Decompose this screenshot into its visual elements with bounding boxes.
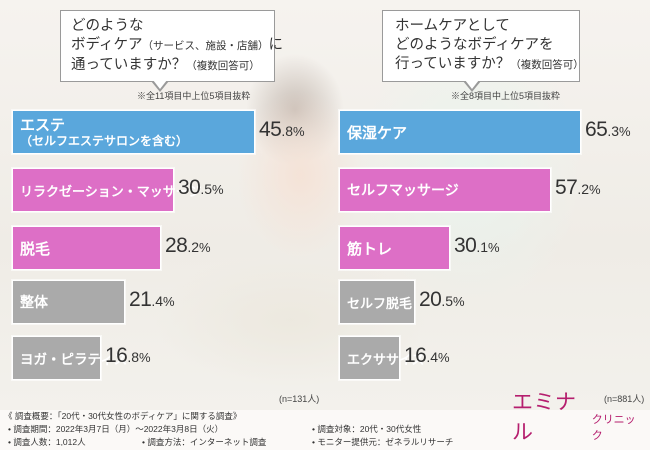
bar-value-part: %: [589, 182, 601, 197]
bar-value-part: 65: [585, 118, 608, 141]
bar-value-part: 28: [165, 234, 188, 257]
logo-main-text: エミナル: [512, 390, 577, 444]
bar: リラクゼーション・マッサージ 30.5%: [12, 168, 224, 212]
bar-value-part: %: [488, 240, 500, 255]
bar-label-line: エステ: [20, 115, 66, 134]
bar: セルフマッサージ 57.2%: [339, 168, 601, 212]
bar-value-part: %: [293, 124, 305, 139]
bar-fill: [12, 336, 101, 380]
bar-value-part: .4: [151, 293, 164, 309]
bar-fill: [339, 168, 551, 212]
bar-label: 整体: [20, 295, 48, 311]
bar: セルフ脱毛 20.5%: [339, 280, 465, 324]
bar-value-part: 45: [259, 118, 282, 141]
bar: ヨガ・ピラティス 16.8%: [12, 336, 151, 380]
bar: 整体 21.4%: [12, 280, 175, 324]
bar-value-part: .8: [127, 349, 140, 365]
survey-target: • 調査対象：20代・30代女性: [312, 424, 422, 434]
bar-fill: [339, 110, 581, 154]
bar-label-line: （セルフエステサロンを含む）: [20, 133, 189, 148]
bar-label: 保湿ケア: [347, 123, 408, 142]
bar-value-part: .3: [607, 123, 620, 139]
bar-value-part: 16: [404, 344, 427, 367]
bar-label: エステ （セルフエステサロンを含む）: [12, 115, 189, 148]
eminal-clinic-logo: エミナル クリニック: [512, 390, 642, 446]
bar: 脱毛 28.2%: [12, 226, 211, 270]
left-question-bubble: どのような ボディケア（サービス、施設・店舗）に 通っていますか？（複数回答可）: [60, 10, 283, 92]
left-question-line-1: どのような: [71, 18, 144, 34]
bar: 筋トレ 30.1%: [339, 226, 500, 270]
bar: エクササイズ 16.4%: [339, 336, 450, 380]
right-subnote: ※全8項目中上位5項目抜粋: [451, 91, 561, 101]
logo-sub-text: クリニック: [591, 413, 636, 442]
survey-count: • 調査人数：1,012人: [8, 437, 86, 447]
survey-method: • 調査方法：インターネット調査: [142, 437, 267, 447]
bar-value-part: .2: [577, 181, 590, 197]
bar-fill: [12, 168, 174, 212]
bar-value-part: .5: [441, 293, 454, 309]
bar-value-part: %: [619, 124, 631, 139]
bar-label: 脱毛: [20, 239, 51, 258]
bar-fill: [339, 336, 400, 380]
left-question-line-2: ボディケア（サービス、施設・店舗）に: [71, 37, 283, 53]
right-question-line-1: ホームケアとして: [395, 18, 510, 34]
bar-value-part: %: [139, 350, 151, 365]
bar: 保湿ケア 65.3%: [339, 110, 631, 154]
bar-value-part: 57: [555, 176, 578, 199]
bar-value-label: 57.2%: [555, 176, 601, 200]
survey-overview: 《 調査概要：「20代・30代女性のボディケア」に関する調査》 • 調査期間：2…: [0, 408, 650, 450]
bar-value-part: 16: [105, 344, 128, 367]
bar-label: セルフマッサージ: [347, 183, 459, 199]
bar-value-part: %: [163, 294, 175, 309]
bar: エステ （セルフエステサロンを含む） 45.8%: [12, 110, 305, 154]
bar-value-part: %: [199, 240, 211, 255]
bar-value-label: 21.4%: [129, 288, 175, 312]
bar-fill: [339, 280, 415, 324]
right-question-line-3: 行っていますか？（複数回答可）: [395, 56, 584, 72]
bar-fill: [12, 280, 125, 324]
bar-value-part: .4: [426, 349, 439, 365]
bar-value-label: 30.1%: [454, 234, 500, 258]
bar-label: ヨガ・ピラティス: [20, 352, 128, 368]
bar-value-label: 28.2%: [165, 234, 211, 258]
right-question-bubble: ホームケアとして どのようなボディケアを 行っていますか？（複数回答可）: [382, 10, 584, 92]
bar-value-label: 65.3%: [585, 118, 631, 142]
right-question-line-2: どのようなボディケアを: [395, 37, 554, 53]
bar-value-part: %: [453, 294, 465, 309]
bar-value-part: 30: [178, 176, 201, 199]
bar-value-label: 30.5%: [178, 176, 224, 200]
bar-value-part: %: [438, 350, 450, 365]
bar-value-label: 16.4%: [404, 344, 450, 368]
bar-fill: [339, 226, 450, 270]
bar-value-part: %: [212, 182, 224, 197]
bar-value-label: 16.8%: [105, 344, 151, 368]
survey-period: • 調査期間：2022年3月7日（月）～2022年3月8日（火）: [8, 424, 224, 434]
survey-overview-title: 《 調査概要：「20代・30代女性のボディケア」に関する調査》: [4, 411, 242, 421]
bar-value-label: 20.5%: [419, 288, 465, 312]
bar-value-part: .5: [200, 181, 213, 197]
bar-label: セルフ脱毛: [347, 296, 413, 312]
bar-value-part: .8: [281, 123, 294, 139]
bar-value-part: 30: [454, 234, 477, 257]
bar-label: リラクゼーション・マッサージ: [20, 184, 202, 200]
bar-value-part: .2: [187, 239, 200, 255]
bar-value-part: 21: [129, 288, 152, 311]
bar-value-label: 45.8%: [259, 118, 305, 142]
bar-fill: [12, 226, 161, 270]
bar-label: エクササイズ: [347, 352, 425, 368]
left-sample-size: (n=131人): [279, 394, 320, 404]
bar-fill: [12, 110, 255, 154]
left-subnote: ※全11項目中上位5項目抜粋: [137, 91, 251, 101]
bar-value-part: 20: [419, 288, 442, 311]
left-question-line-3: 通っていますか？（複数回答可）: [71, 57, 260, 73]
bar-label: 筋トレ: [347, 239, 393, 258]
right-sample-size: (n=881人): [604, 394, 645, 404]
bar-value-part: .1: [476, 239, 489, 255]
survey-provider: • モニター提供元：ゼネラルリサーチ: [312, 437, 454, 447]
